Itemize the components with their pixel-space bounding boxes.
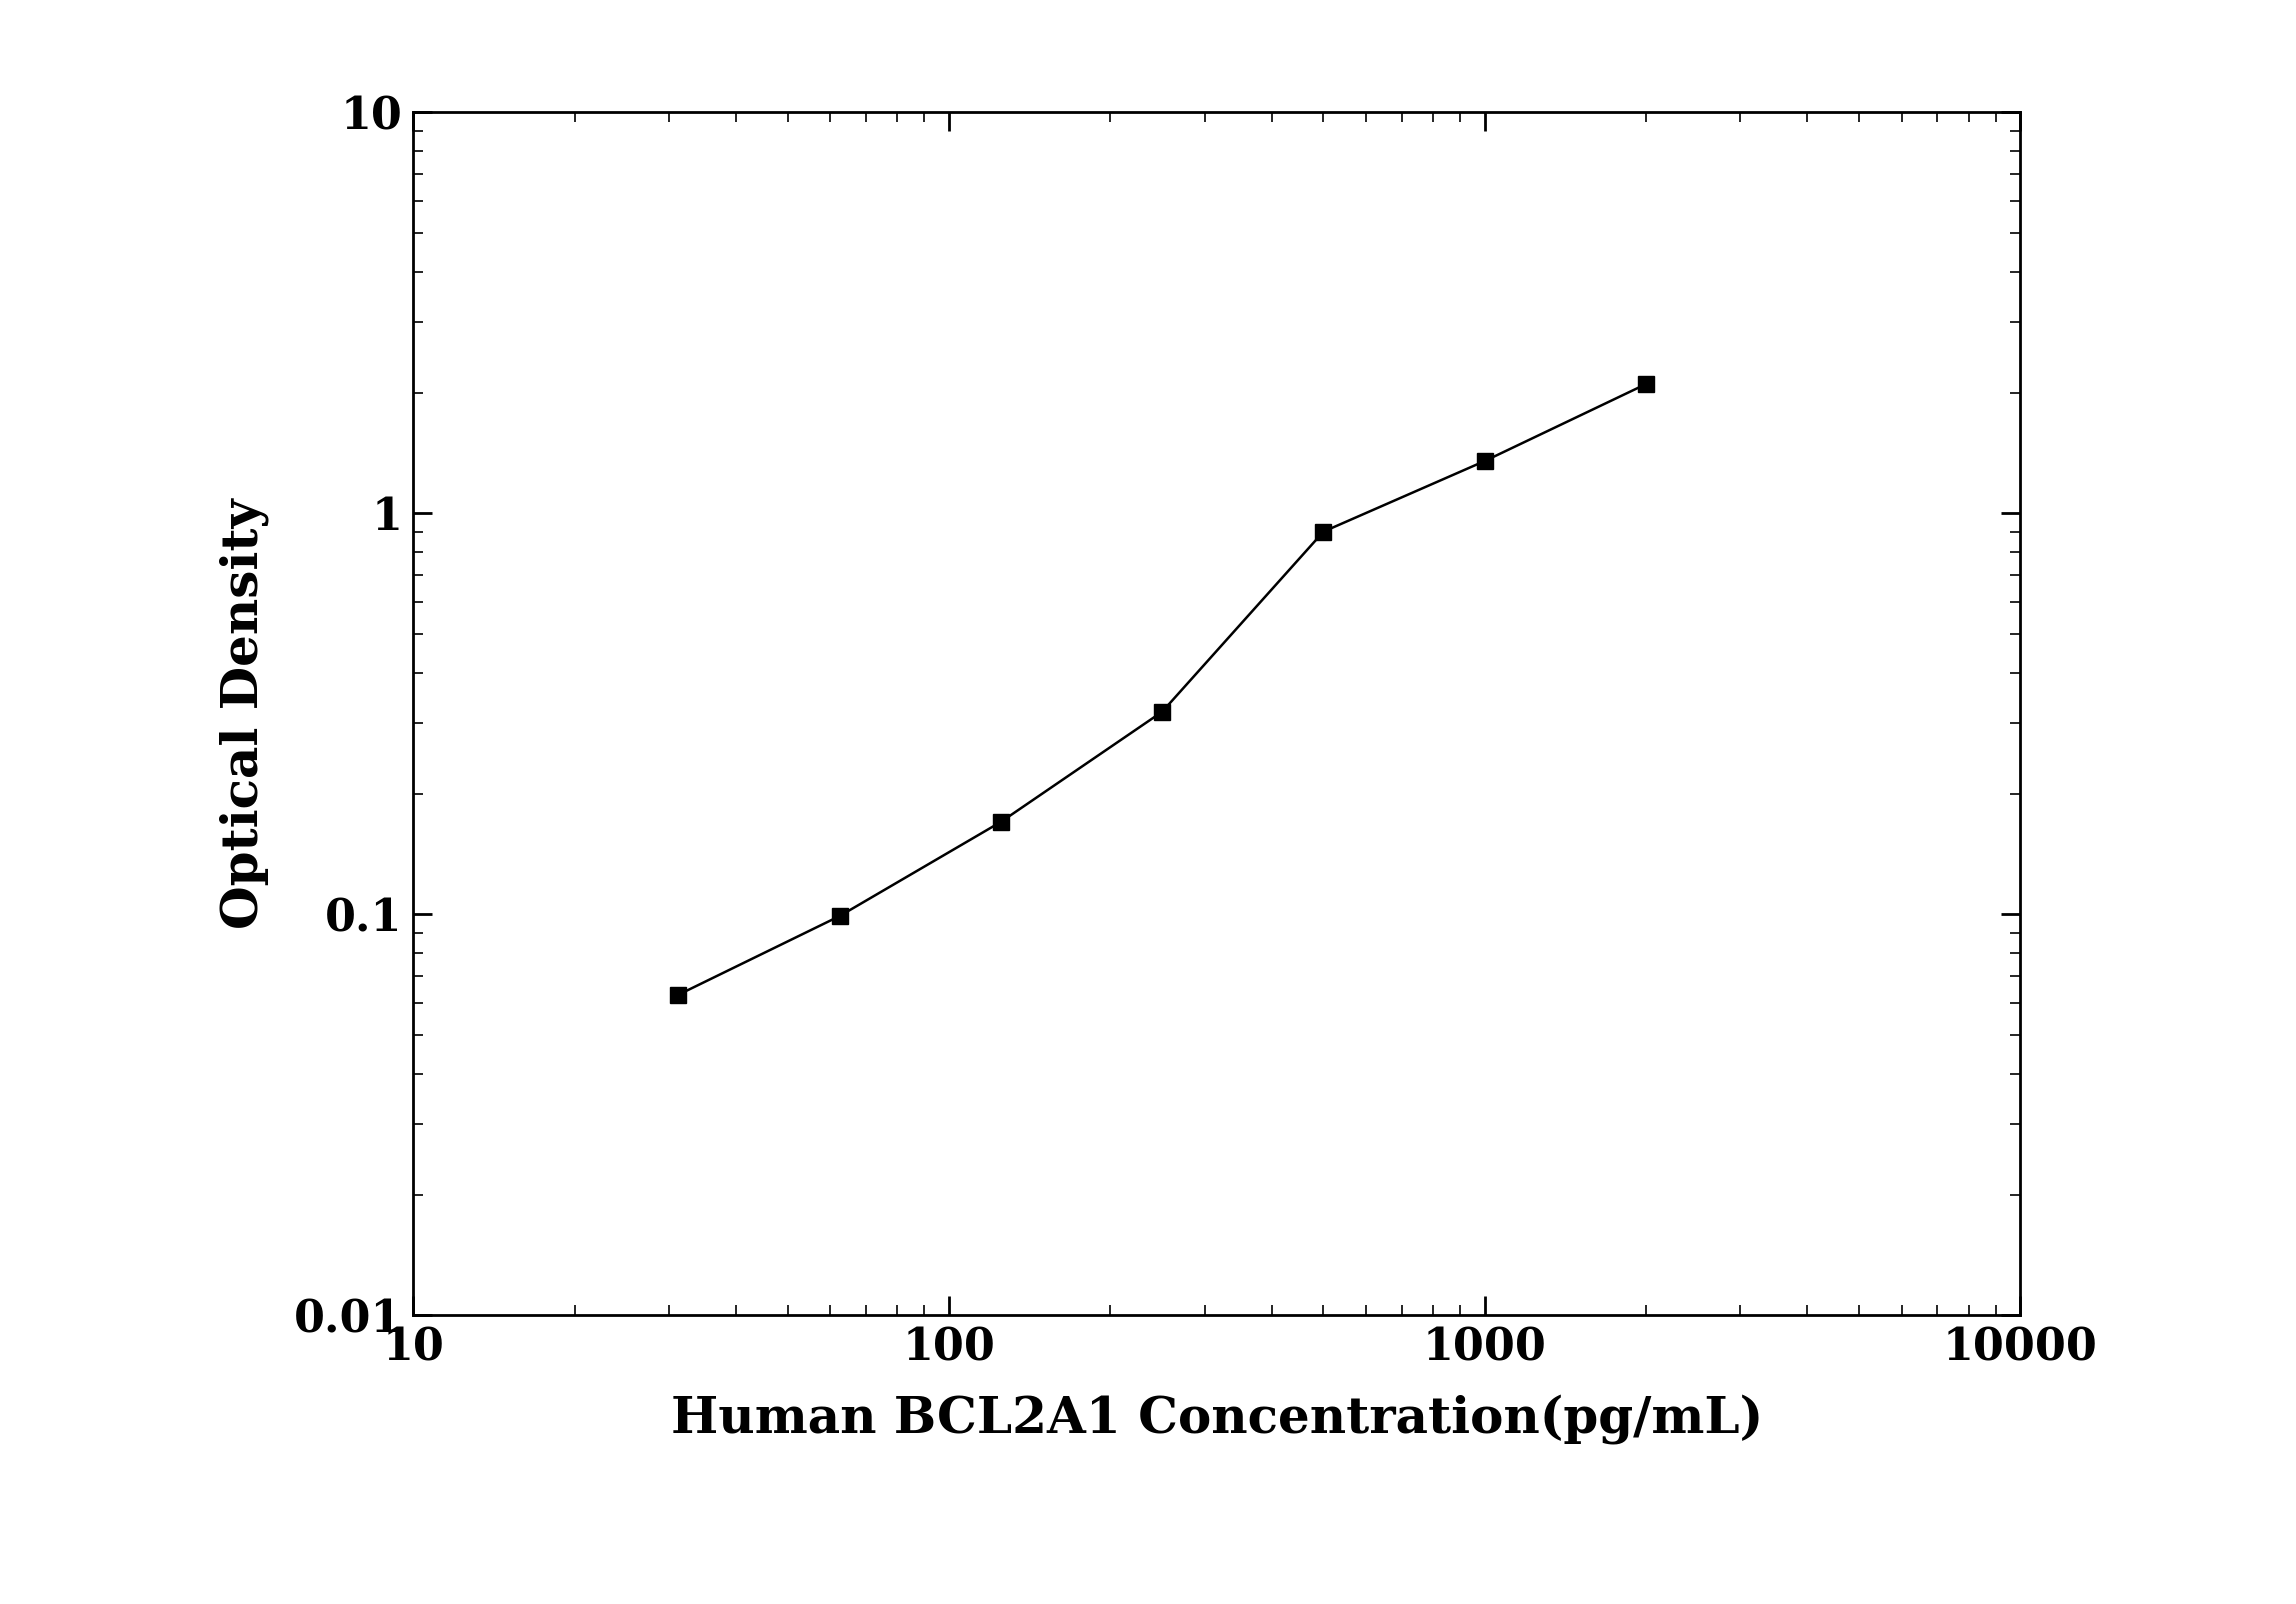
- Y-axis label: Optical Density: Optical Density: [220, 499, 269, 929]
- X-axis label: Human BCL2A1 Concentration(pg/mL): Human BCL2A1 Concentration(pg/mL): [670, 1394, 1763, 1444]
